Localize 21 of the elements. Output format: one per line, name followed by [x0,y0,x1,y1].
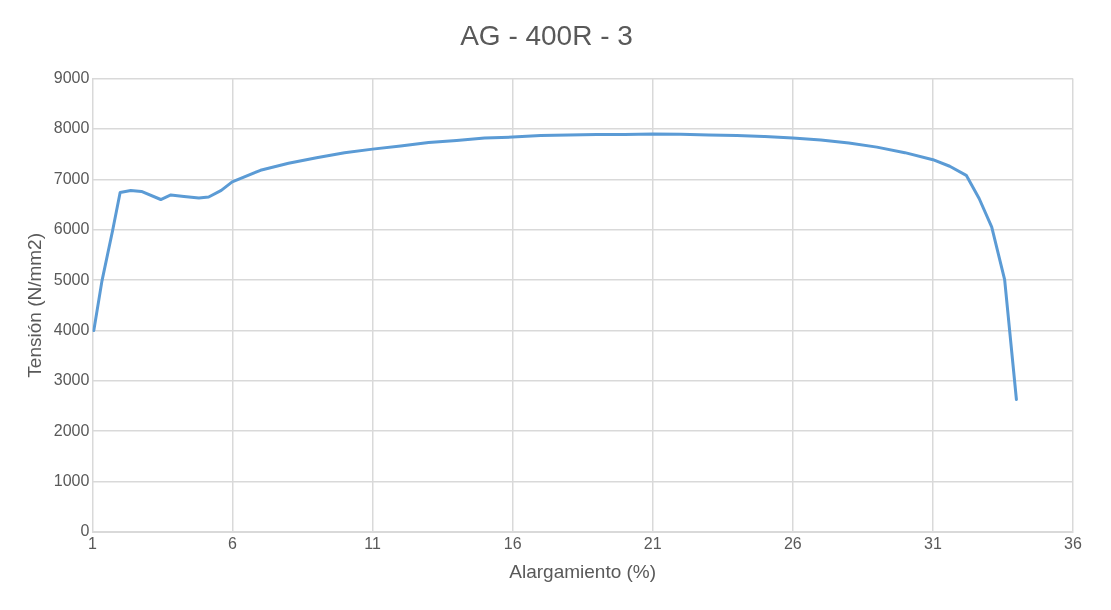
x-tick-label: 16 [503,535,522,553]
x-tick-label: 1 [87,535,97,553]
x-axis-title: Alargamiento (%) [509,560,657,582]
x-tick-label: 26 [783,535,802,553]
y-tick-label: 0 [80,522,90,540]
x-tick-label: 21 [643,535,662,553]
y-tick-label: 7000 [53,169,90,187]
y-tick-label: 6000 [53,220,90,238]
chart-title: AG - 400R - 3 [460,19,633,51]
x-tick-label: 31 [924,535,942,553]
y-tick-label: 4000 [53,320,90,338]
y-tick-label: 5000 [53,270,90,288]
x-tick-label: 36 [1064,535,1082,553]
y-tick-label: 8000 [53,119,90,137]
y-tick-label: 3000 [53,371,90,389]
x-tick-label: 6 [228,535,238,553]
y-axis-title: Tensión (N/mm2) [23,232,45,378]
y-tick-label: 2000 [53,421,90,439]
x-tick-label: 11 [364,535,381,553]
y-tick-label: 1000 [53,472,90,490]
y-tick-label: 9000 [53,69,90,87]
